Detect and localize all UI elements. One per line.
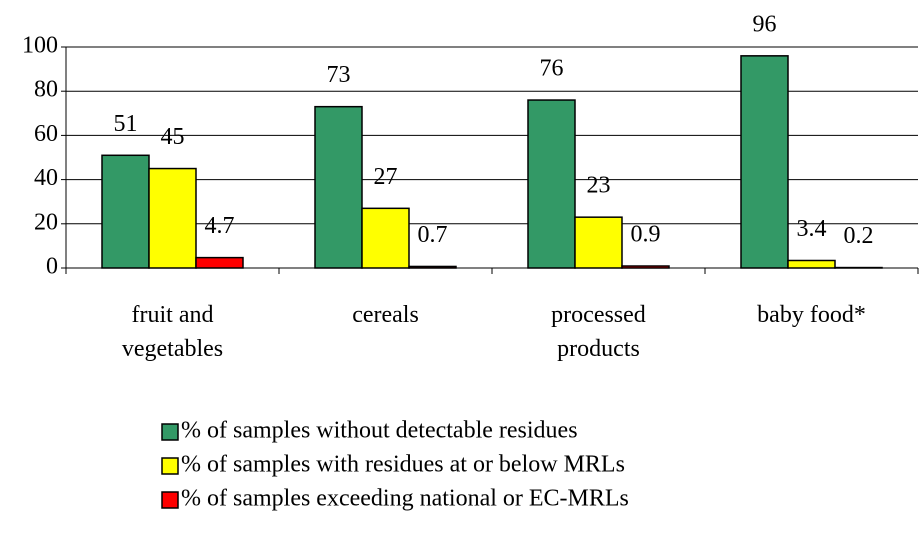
value-label: 76	[540, 56, 564, 82]
bar	[101, 154, 150, 269]
value-label: 96	[753, 11, 777, 37]
value-label: 23	[587, 173, 611, 199]
legend-label: % of samples without detectable residues	[181, 418, 578, 444]
x-tick-label: cereals	[352, 302, 419, 328]
bar	[408, 265, 457, 269]
legend-swatch	[161, 457, 179, 475]
legend-label: % of samples exceeding national or EC-MR…	[181, 486, 629, 512]
value-label: 3.4	[797, 216, 827, 242]
y-tick-label: 60	[34, 121, 58, 147]
bar	[361, 207, 410, 269]
bar	[148, 167, 197, 269]
value-label: 27	[374, 164, 398, 190]
bar	[787, 259, 836, 269]
y-tick-label: 40	[34, 165, 58, 191]
bar	[621, 265, 670, 269]
x-tick-label: baby food*	[757, 302, 866, 328]
x-tick-label: processed products	[551, 302, 646, 362]
bar	[574, 216, 623, 269]
x-tick-label: fruit and vegetables	[121, 302, 224, 362]
y-tick-label: 100	[22, 33, 58, 59]
legend-label: % of samples with residues at or below M…	[181, 452, 625, 478]
value-label: 45	[161, 124, 185, 150]
y-tick-label: 20	[34, 209, 58, 235]
value-label: 51	[114, 111, 138, 137]
value-label: 0.2	[844, 223, 874, 249]
value-label: 0.9	[631, 222, 661, 248]
legend-swatch	[161, 423, 179, 441]
value-label: 0.7	[418, 222, 448, 248]
y-tick-label: 0	[46, 254, 58, 280]
legend-swatch	[161, 491, 179, 509]
bar	[527, 99, 576, 269]
bar	[314, 105, 363, 269]
value-label: 4.7	[205, 213, 235, 239]
bar	[740, 55, 789, 269]
bar	[195, 256, 244, 269]
value-label: 73	[327, 62, 351, 88]
y-tick-label: 80	[34, 77, 58, 103]
